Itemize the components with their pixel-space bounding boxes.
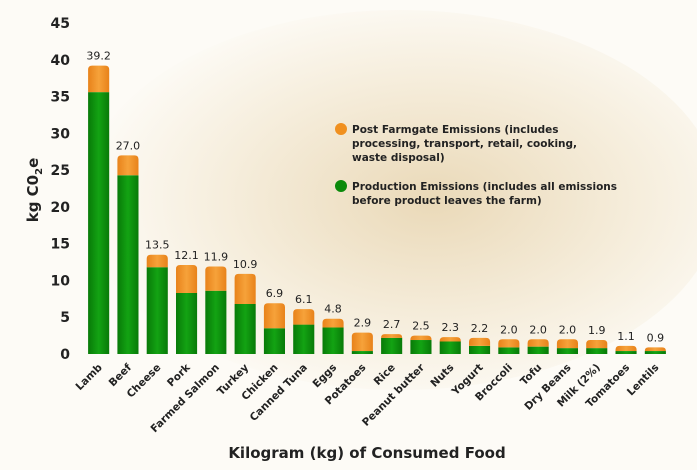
total-value-label: 27.0 — [116, 139, 141, 152]
y-axis-title: kg C02e — [24, 158, 45, 223]
background-glow — [80, 10, 697, 390]
y-tick-label: 5 — [60, 310, 70, 326]
bar-production — [439, 341, 461, 354]
legend-entry: Post Farmgate Emissions (includes process… — [352, 124, 577, 164]
bar-production — [351, 351, 373, 354]
total-value-label: 13.5 — [145, 239, 170, 252]
x-axis-title: Kilogram (kg) of Consumed Food — [228, 444, 505, 462]
total-value-label: 1.1 — [617, 330, 635, 343]
total-value-label: 2.2 — [471, 322, 489, 335]
total-value-label: 2.0 — [559, 323, 577, 336]
total-value-label: 12.1 — [174, 249, 199, 262]
bar-post-farmgate — [293, 309, 315, 325]
y-tick-label: 25 — [51, 163, 70, 179]
bar-post-farmgate — [205, 266, 227, 291]
total-value-label: 6.9 — [266, 287, 284, 300]
bar-post-farmgate — [263, 303, 285, 329]
total-value-label: 0.9 — [647, 331, 665, 344]
y-axis-title-end: e — [24, 158, 42, 168]
bar-production — [498, 347, 520, 354]
bar-post-farmgate — [381, 334, 403, 338]
legend: Post Farmgate Emissions (includes process… — [335, 123, 617, 207]
bar-production — [586, 348, 608, 354]
y-tick-label: 40 — [51, 53, 71, 69]
bar-post-farmgate — [527, 339, 549, 347]
bar-production — [263, 328, 285, 354]
y-axis-title-subscript: 2 — [34, 168, 45, 175]
y-tick-label: 15 — [51, 237, 70, 253]
bar-post-farmgate — [615, 345, 637, 352]
bar-post-farmgate — [146, 254, 168, 268]
bar-post-farmgate — [176, 264, 198, 293]
bar-post-farmgate — [498, 339, 520, 348]
bar-post-farmgate — [556, 339, 578, 349]
y-tick-label: 30 — [51, 126, 71, 142]
bar-post-farmgate — [322, 318, 344, 328]
bar-post-farmgate — [469, 337, 491, 346]
bar-production — [381, 337, 403, 354]
total-value-label: 2.5 — [412, 320, 430, 333]
y-tick-label: 0 — [60, 347, 70, 363]
bar-post-farmgate — [410, 335, 432, 341]
bar-post-farmgate — [88, 65, 110, 93]
y-tick-label: 35 — [51, 90, 70, 106]
total-value-label: 2.0 — [529, 323, 547, 336]
bar-production — [88, 92, 110, 355]
bar-production — [469, 345, 491, 354]
bar-production — [117, 175, 139, 354]
bar-post-farmgate — [234, 273, 256, 304]
bar-production — [234, 303, 256, 354]
bars — [88, 65, 666, 355]
bar-production — [322, 327, 344, 354]
bar-post-farmgate — [644, 347, 666, 352]
bar-production — [556, 348, 578, 354]
total-value-label: 39.2 — [86, 50, 111, 63]
bar-production — [176, 292, 198, 354]
y-tick-label: 10 — [51, 273, 71, 289]
total-value-label: 2.0 — [500, 323, 518, 336]
bar-production — [644, 351, 666, 354]
bar-production — [146, 267, 168, 354]
data-labels: 39.2 27.0 13.5 12.1 11.9 10.9 6.9 6.1 4.8 2.9 2.7 2… — [86, 50, 664, 345]
bar-production — [205, 290, 227, 354]
bar-post-farmgate — [586, 340, 608, 349]
total-value-label: 6.1 — [295, 293, 313, 306]
bar-production — [527, 346, 549, 354]
bar-production — [615, 351, 637, 354]
total-value-label: 2.3 — [442, 321, 460, 334]
total-value-label: 2.9 — [354, 317, 372, 330]
bar-production — [293, 324, 315, 354]
bar-post-farmgate — [439, 337, 461, 342]
total-value-label: 1.9 — [588, 324, 606, 337]
legend-swatch — [335, 123, 347, 135]
legend-entry: Production Emissions (includes all emiss… — [352, 181, 617, 207]
y-tick-label: 20 — [51, 200, 71, 216]
bar-production — [410, 340, 432, 354]
y-tick-label: 45 — [51, 16, 70, 32]
bar-post-farmgate — [351, 332, 373, 352]
legend-swatch — [335, 180, 347, 192]
total-value-label: 11.9 — [204, 250, 229, 263]
total-value-label: 2.7 — [383, 318, 401, 331]
total-value-label: 10.9 — [233, 258, 258, 271]
total-value-label: 4.8 — [324, 303, 342, 316]
bar-post-farmgate — [117, 155, 139, 176]
y-axis: 0 5 10 15 20 25 30 35 40 45 — [51, 16, 71, 363]
